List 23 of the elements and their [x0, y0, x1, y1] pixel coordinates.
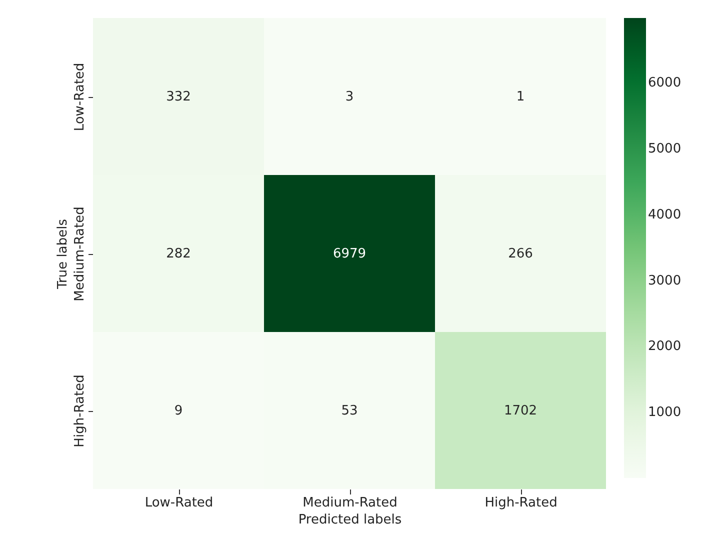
y-tick-label: High-Rated [72, 374, 88, 448]
color-bar-label: 4000 [648, 207, 682, 222]
color-bar-label: 3000 [648, 273, 682, 288]
y-tick-label: Medium-Rated [72, 206, 88, 302]
x-tick-label: Low-Rated [144, 496, 214, 510]
data-label: 1702 [504, 404, 538, 418]
x-axis-title: Predicted labels [298, 512, 402, 528]
color-bar-label: 1000 [648, 405, 682, 420]
color-bar-label: 6000 [648, 76, 682, 91]
data-label: 1 [516, 90, 525, 104]
data-label: 9 [174, 404, 183, 418]
y-tick-label: Low-Rated [72, 62, 88, 132]
data-label: 53 [341, 404, 358, 418]
data-label: 266 [508, 246, 533, 262]
data-label: 332 [166, 90, 191, 104]
data-label: 6979 [332, 246, 366, 262]
x-tick-label: Medium-Rated [302, 496, 398, 510]
x-tick-label: High-Rated [484, 496, 558, 510]
color-bar-label: 2000 [648, 339, 682, 354]
data-label: 282 [166, 246, 191, 262]
y-axis-title: True labels [56, 218, 70, 290]
color-bar-label: 5000 [648, 141, 682, 156]
data-label: 3 [345, 90, 354, 104]
